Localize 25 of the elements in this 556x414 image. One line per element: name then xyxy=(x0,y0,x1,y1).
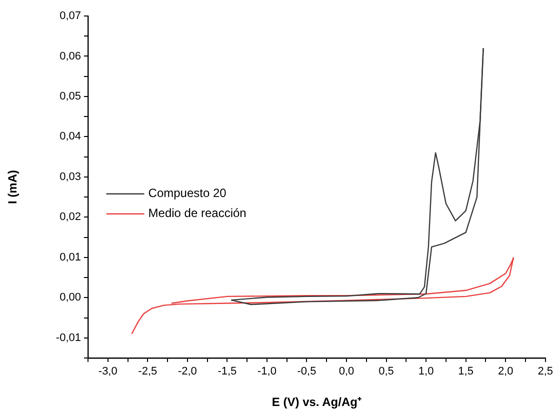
y-tick-label: 0,03 xyxy=(60,170,81,183)
x-tick-label: -1,0 xyxy=(257,366,276,378)
y-tick-label: 0,01 xyxy=(60,251,81,264)
x-tick-label: 2,5 xyxy=(538,366,554,378)
y-tick-label: 0,00 xyxy=(60,292,81,304)
x-tick-label: -2,0 xyxy=(178,366,197,378)
y-tick-label: 0,02 xyxy=(60,211,81,224)
y-tick-label: 0,04 xyxy=(60,130,81,143)
x-tick-label: 0,5 xyxy=(378,366,394,378)
y-tick-label: -0,01 xyxy=(56,332,81,344)
x-tick-label: -1,5 xyxy=(218,366,237,378)
y-axis-title: I (mA) xyxy=(6,170,20,204)
legend-label: Medio de reacción xyxy=(148,206,246,220)
x-tick-label: 2,0 xyxy=(498,366,514,378)
y-tick-label: 0,06 xyxy=(60,50,81,62)
y-tick-label: 0,07 xyxy=(60,10,81,22)
x-tick-label: -3,0 xyxy=(98,366,118,378)
x-tick-label: 1,5 xyxy=(458,366,474,378)
y-tick-label: 0,05 xyxy=(60,90,81,102)
x-tick-label: 0,0 xyxy=(338,366,354,378)
x-tick-label: -2,5 xyxy=(138,366,158,378)
x-tick-label: 1,0 xyxy=(418,366,434,378)
x-tick-label: -0,5 xyxy=(297,366,316,378)
x-axis-title: E (V) vs. Ag/Ag⁺ xyxy=(272,395,362,410)
legend-label: Compuesto 20 xyxy=(148,186,227,200)
